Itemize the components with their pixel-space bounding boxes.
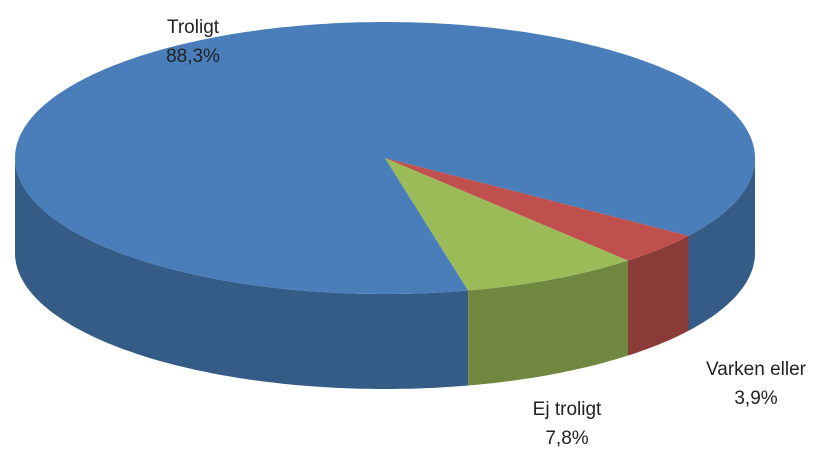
- slice: [385, 158, 689, 261]
- value-label: 3,9%: [734, 388, 777, 409]
- slice-label: Troligt: [167, 17, 220, 38]
- slice-side: [688, 158, 755, 331]
- value-label: 88,3%: [166, 46, 220, 67]
- slice-label: Varken eller: [706, 359, 807, 380]
- slice: [385, 158, 628, 291]
- value-label: 7,8%: [545, 428, 588, 449]
- slice-side: [468, 260, 628, 386]
- slice-side: [628, 235, 689, 356]
- slice-label: Ej troligt: [533, 399, 602, 420]
- slice-side: [15, 158, 469, 389]
